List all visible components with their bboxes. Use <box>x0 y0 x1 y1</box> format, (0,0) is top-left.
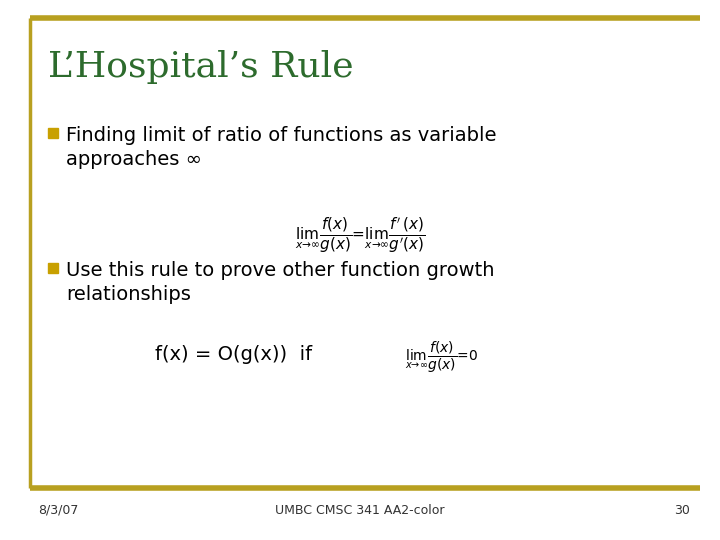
Text: approaches ∞: approaches ∞ <box>66 150 202 169</box>
Text: 8/3/07: 8/3/07 <box>38 503 78 516</box>
Text: Finding limit of ratio of functions as variable: Finding limit of ratio of functions as v… <box>66 126 497 145</box>
Bar <box>48 128 58 138</box>
Bar <box>48 263 58 273</box>
Text: relationships: relationships <box>66 285 191 304</box>
Text: UMBC CMSC 341 AA2-color: UMBC CMSC 341 AA2-color <box>275 503 445 516</box>
Text: $\lim_{x \to \infty}\dfrac{f(x)}{g(x)} = 0$: $\lim_{x \to \infty}\dfrac{f(x)}{g(x)} =… <box>405 340 478 375</box>
Text: $\lim_{x \to \infty}\dfrac{f(x)}{g(x)} = \lim_{x \to \infty}\dfrac{f'(x)}{g'(x)}: $\lim_{x \to \infty}\dfrac{f(x)}{g(x)} =… <box>294 215 426 255</box>
Text: f(x) = O(g(x))  if: f(x) = O(g(x)) if <box>155 345 312 364</box>
Text: L’Hospital’s Rule: L’Hospital’s Rule <box>48 50 354 84</box>
Text: Use this rule to prove other function growth: Use this rule to prove other function gr… <box>66 261 495 280</box>
Text: 30: 30 <box>674 503 690 516</box>
